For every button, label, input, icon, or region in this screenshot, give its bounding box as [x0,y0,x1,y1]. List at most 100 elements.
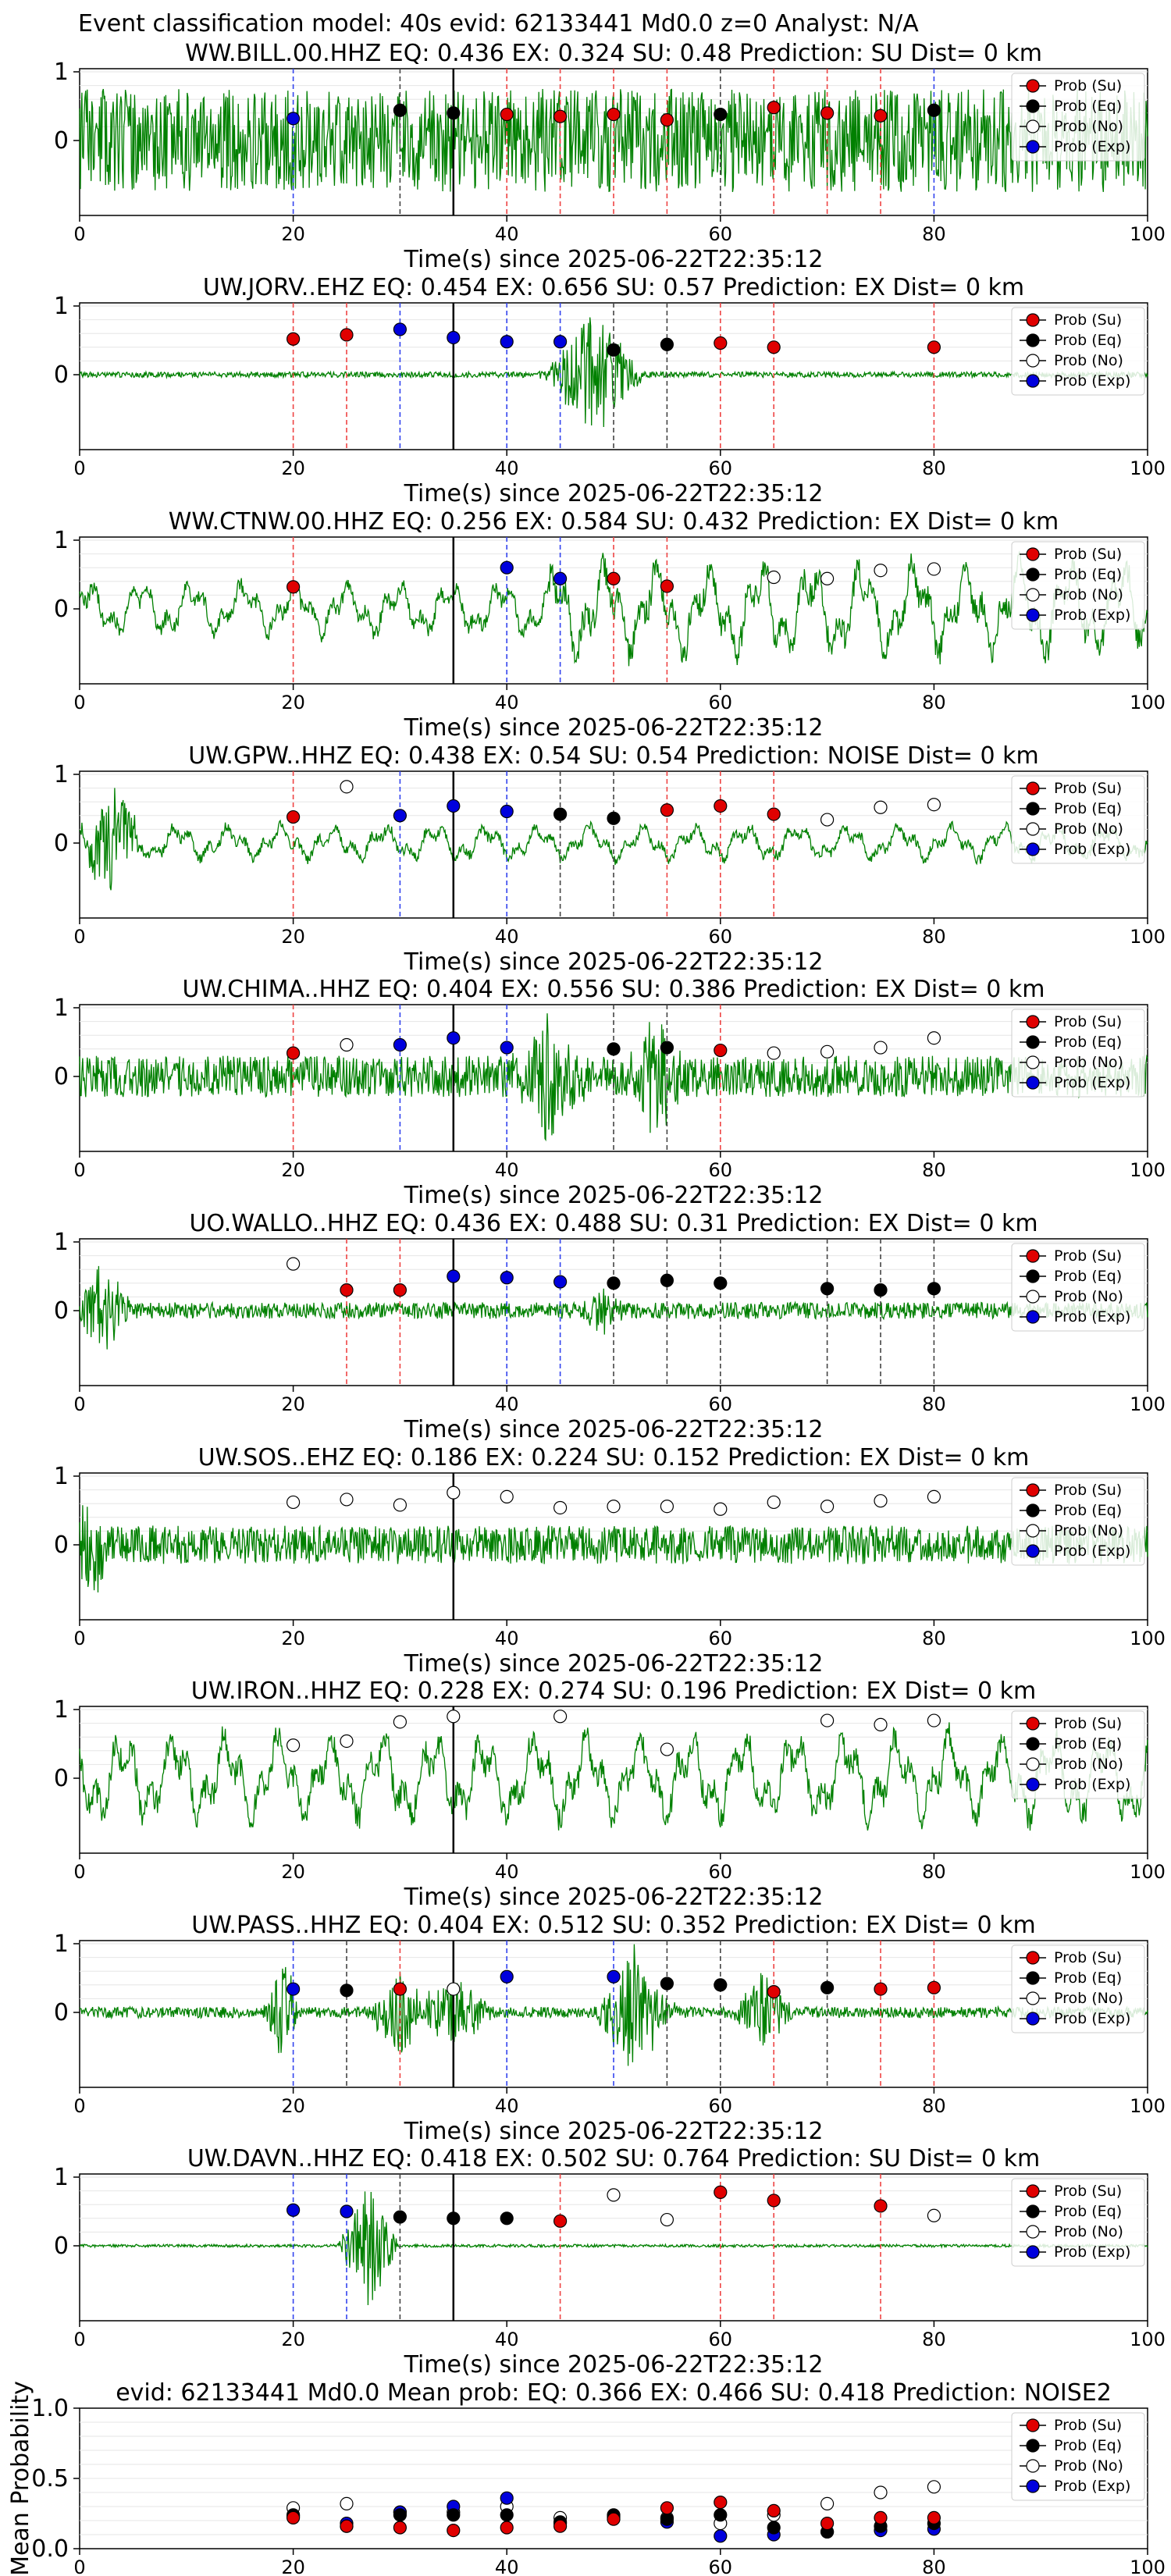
x-tick-label: 80 [922,1861,946,1883]
y-axis-label: Mean Probability [7,2381,34,2576]
legend-marker-su [1026,1015,1040,1029]
prob-point-su [767,807,781,821]
prob-point-no [874,1041,888,1055]
prob-point-su [447,2524,461,2538]
legend-label-no: Prob (No) [1054,586,1123,603]
x-tick-label: 80 [922,1159,946,1181]
prob-point-exp [447,799,461,813]
prob-point-eq [553,807,568,821]
x-tick-label: 100 [1130,1159,1166,1181]
prob-point-su [874,109,888,123]
legend-label-exp: Prob (Exp) [1054,372,1130,390]
prob-point-su [393,1982,408,1996]
prob-point-exp [500,335,514,349]
legend-label-eq: Prob (Eq) [1054,1969,1122,1987]
x-tick-label: 60 [709,926,733,948]
prob-point-no [660,2212,674,2227]
prob-point-eq [714,107,728,122]
legend-box [1011,775,1145,864]
x-tick-label: 0 [73,926,85,948]
prob-point-no [927,562,941,576]
x-tick-label: 0 [73,692,85,713]
legend-label-eq: Prob (Eq) [1054,1268,1122,1285]
legend-box [1011,1477,1145,1566]
prob-point-su [767,101,781,115]
prob-point-eq [660,1041,674,1055]
legend-marker-eq [1026,333,1040,347]
x-tick-label: 60 [709,1159,733,1181]
prob-point-su [874,1982,888,1996]
x-tick-label: 20 [281,1628,305,1649]
legend-marker-eq [1026,1737,1040,1751]
x-tick-label: 80 [922,692,946,713]
legend-label-eq: Prob (Eq) [1054,2203,1122,2220]
x-tick-label: 20 [281,1861,305,1883]
y-tick-label: 0 [54,1999,69,2026]
legend-marker-exp [1026,2245,1040,2259]
prob-point-su [287,580,301,594]
legend-label-eq: Prob (Eq) [1054,2437,1122,2454]
prob-point-su [927,1980,941,1994]
prob-point-su [820,2517,835,2531]
legend-label-no: Prob (No) [1054,1522,1123,1539]
legend-label-exp: Prob (Exp) [1054,2478,1130,2495]
legend-label-su: Prob (Su) [1054,780,1122,797]
prob-point-eq [927,1282,941,1296]
legend-marker-su [1026,79,1040,93]
prob-point-su [874,2510,888,2524]
y-tick-label: 1 [54,1930,69,1958]
prob-point-exp [500,1969,514,1984]
x-tick-label: 100 [1130,2329,1166,2350]
legend-label-no: Prob (No) [1054,820,1123,838]
prob-point-su [393,2521,408,2535]
panel-axes-6 [79,1472,1148,1621]
y-tick-label: 1 [54,2164,69,2191]
legend-marker-exp [1026,608,1040,622]
x-tick-label: 0 [73,1628,85,1649]
prob-point-eq [714,1276,728,1290]
legend-marker-no [1026,1991,1040,2005]
prob-point-exp [447,1269,461,1283]
x-tick-label: 0 [73,1159,85,1181]
panels: WW.BILL.00.HHZ EQ: 0.436 EX: 0.324 SU: 0… [7,40,1166,2576]
prob-point-no [340,1493,354,1507]
x-tick-label: 100 [1130,926,1166,948]
prob-point-no [447,1485,461,1500]
legend-marker-eq [1026,99,1040,113]
x-axis-label-7: Time(s) since 2025-06-22T22:35:12 [404,1884,824,1911]
x-tick-label: 80 [922,2556,946,2576]
prob-point-eq [447,2508,461,2522]
prob-point-no [287,1495,301,1510]
prob-point-no [447,1982,461,1996]
legend-label-su: Prob (Su) [1054,1013,1122,1030]
x-tick-label: 20 [281,1393,305,1415]
legend-marker-su [1026,2418,1040,2432]
legend-marker-no [1026,1290,1040,1304]
legend-label-eq: Prob (Eq) [1054,1034,1122,1051]
prob-point-su [340,1283,354,1297]
y-tick-label: 0 [54,830,69,857]
prob-point-su [553,109,568,123]
prob-point-eq [607,811,621,825]
prob-point-no [874,2485,888,2500]
prob-point-exp [500,1041,514,1055]
prob-point-eq [500,2211,514,2226]
legend-marker-su [1026,547,1040,561]
prob-point-no [874,1717,888,1731]
legend-label-exp: Prob (Exp) [1054,1776,1130,1793]
prob-point-exp [500,1271,514,1285]
prob-point-exp [287,2203,301,2217]
y-tick-label: 1 [54,1463,69,1490]
x-tick-label: 60 [709,457,733,479]
legend-marker-su [1026,1483,1040,1497]
prob-point-exp [553,335,568,349]
panel-title-4: UW.CHIMA..HHZ EQ: 0.404 EX: 0.556 SU: 0.… [183,976,1045,1003]
x-tick-label: 40 [495,2095,519,2117]
prob-point-no [287,1257,301,1271]
y-tick-label: 0 [54,1297,69,1325]
prob-point-su [287,1046,301,1060]
x-tick-label: 40 [495,2329,519,2350]
x-axis-label-3: Time(s) since 2025-06-22T22:35:12 [404,948,824,976]
legend-marker-eq [1026,2439,1040,2453]
x-tick-label: 60 [709,2556,733,2576]
